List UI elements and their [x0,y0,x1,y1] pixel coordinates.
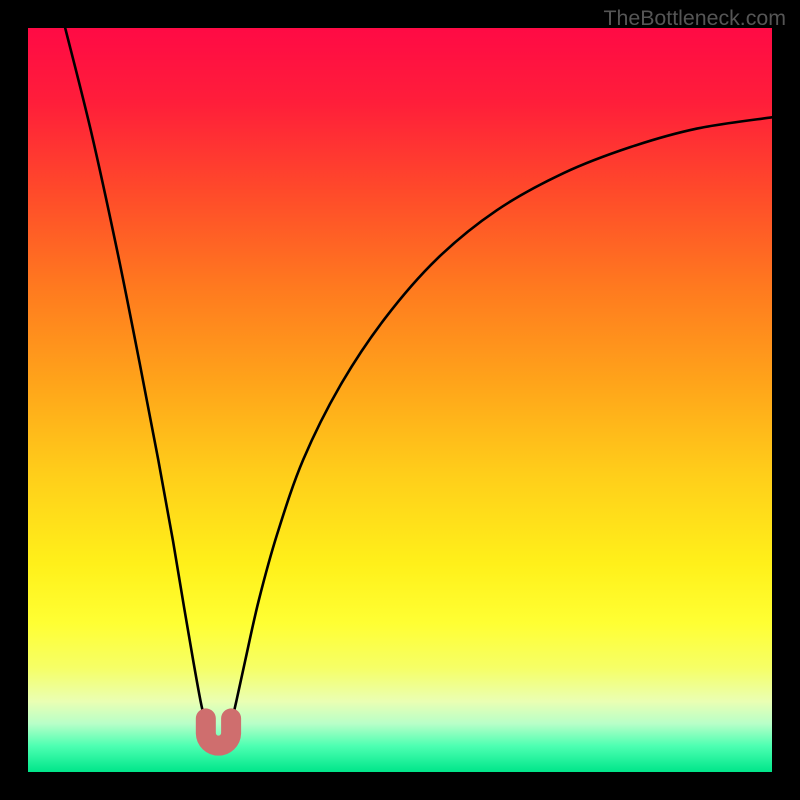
chart-stage: TheBottleneck.com [0,0,800,800]
bottleneck-chart [0,0,800,800]
gradient-field [28,28,772,772]
